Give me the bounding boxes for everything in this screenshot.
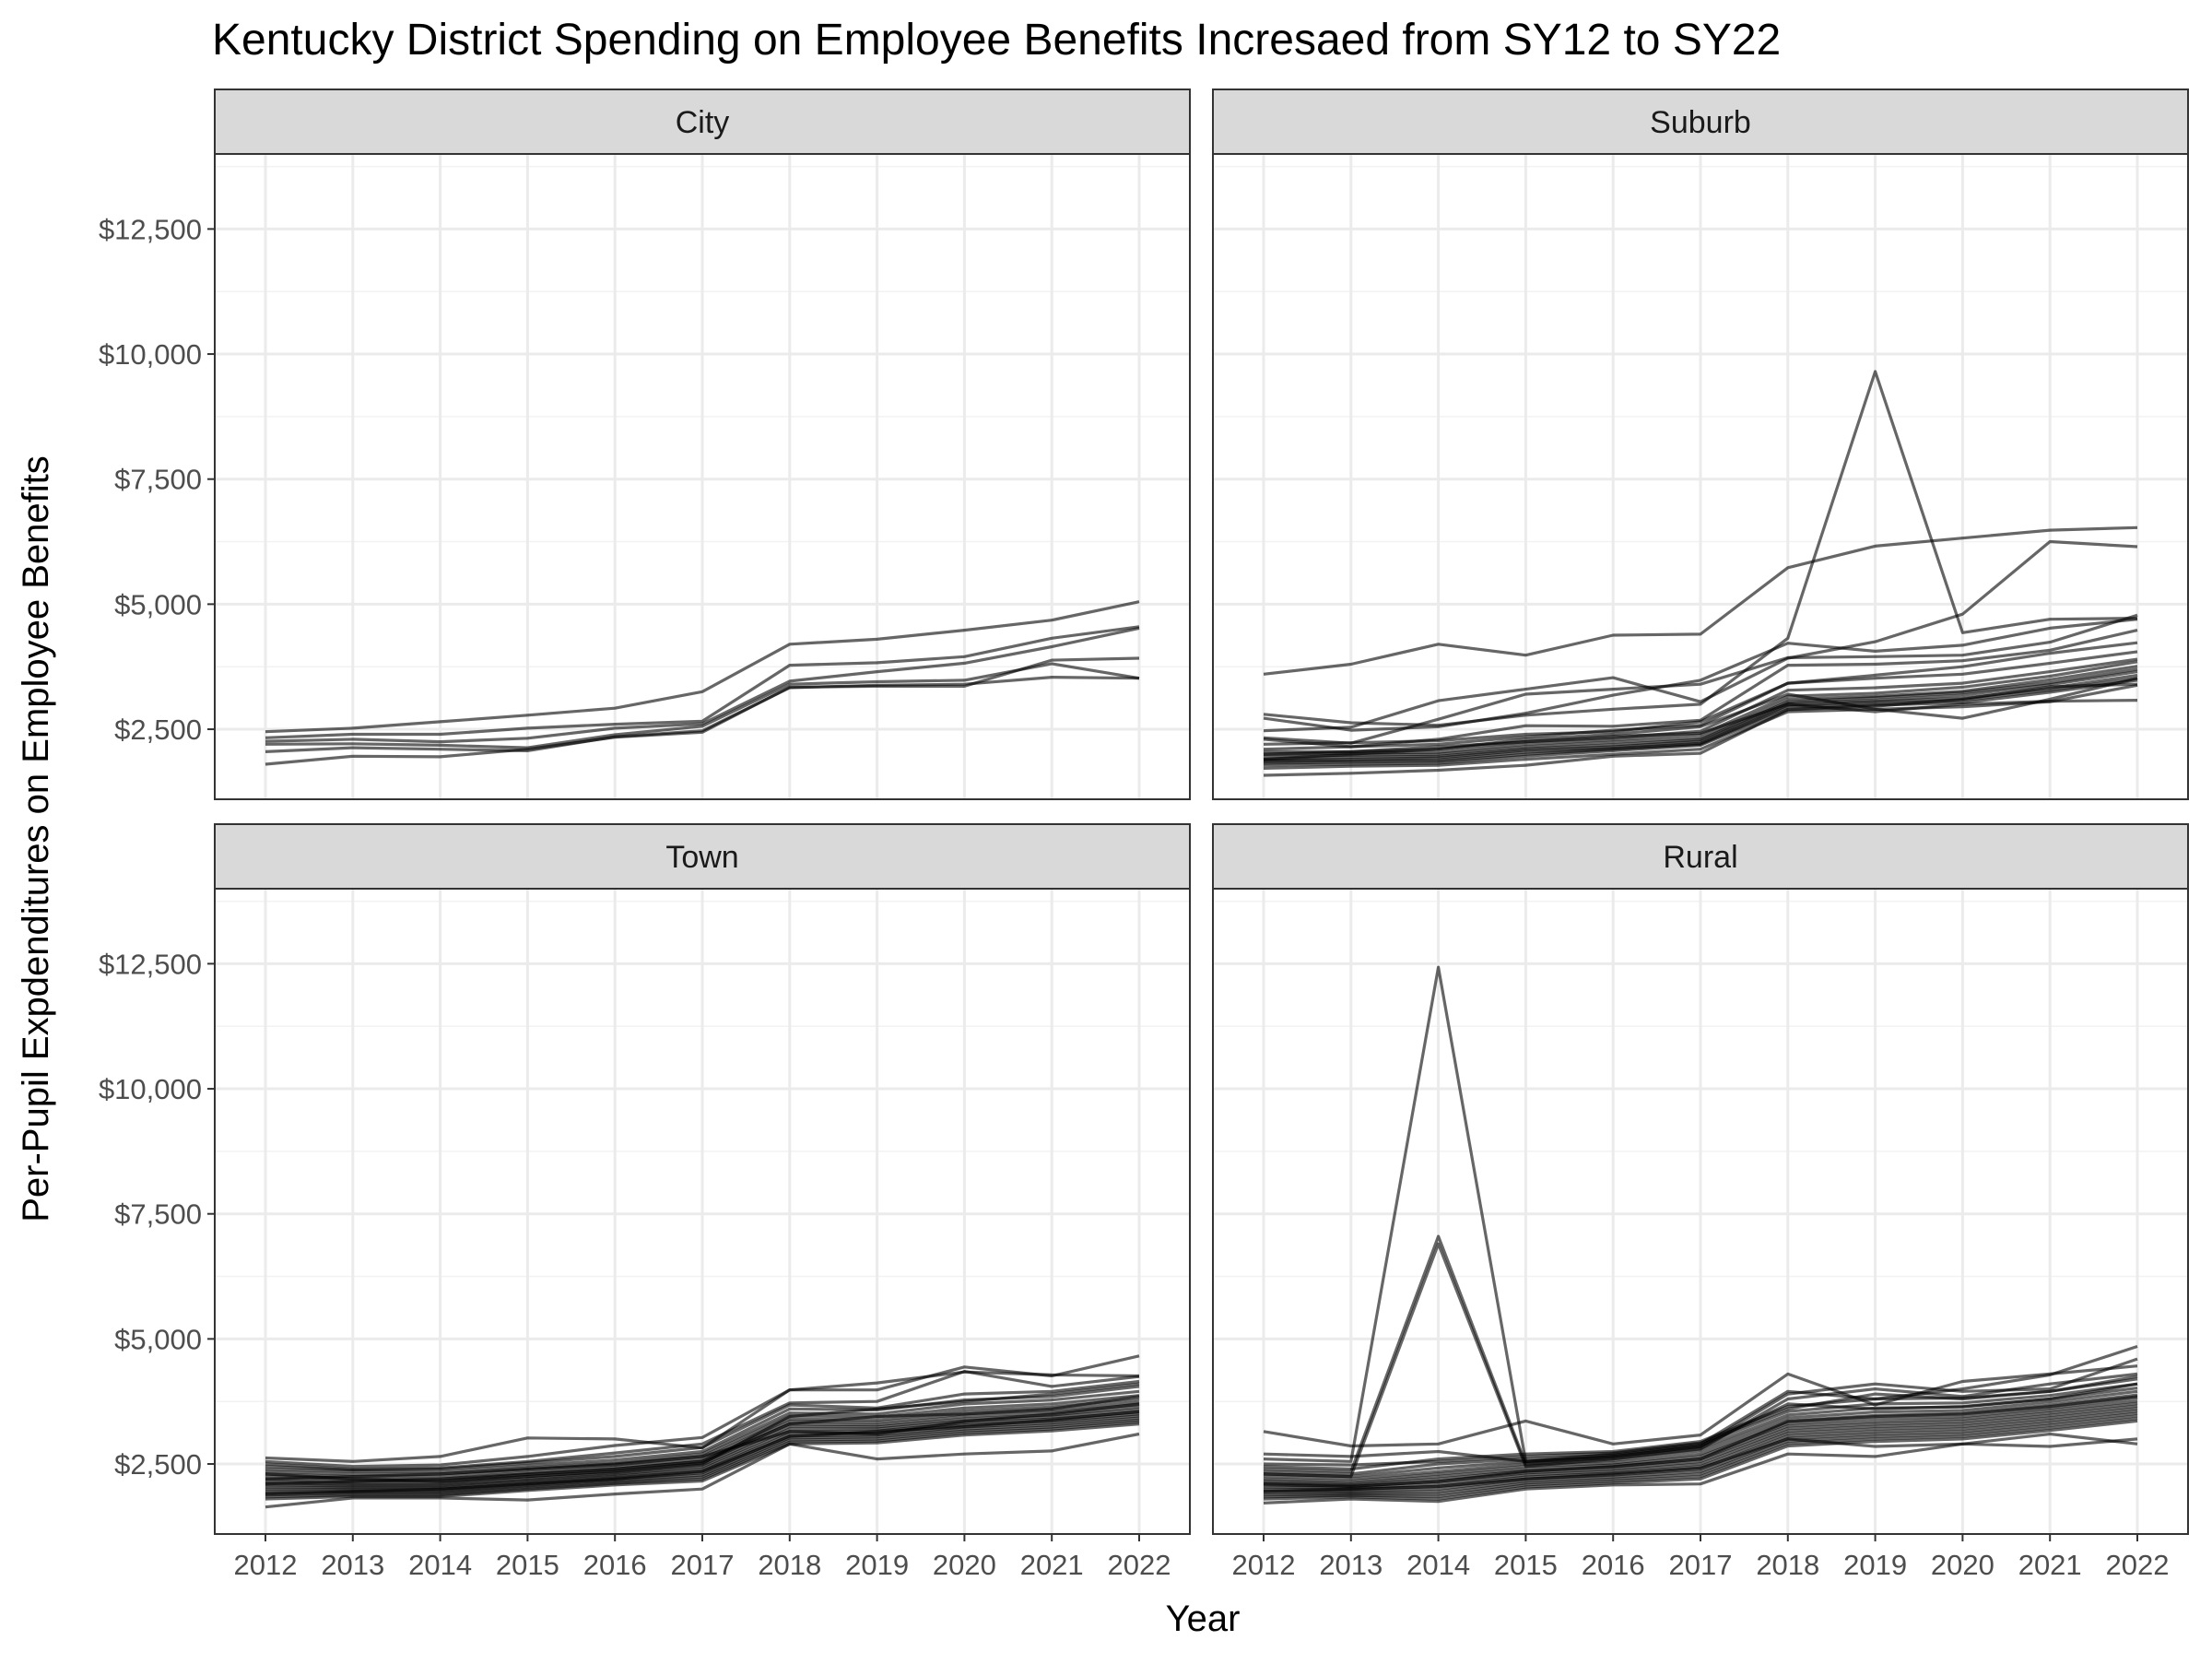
series-line [1263, 613, 2138, 745]
series-line [1263, 670, 2138, 762]
series-line [265, 1420, 1140, 1499]
y-tick-label: $5,000 [114, 1323, 202, 1355]
series-line [1263, 525, 2138, 676]
series-line [1263, 1389, 2138, 1481]
series-line [1263, 1437, 2138, 1493]
facet-label: City [676, 105, 730, 140]
facet-panel-suburb: Suburb [1212, 89, 2189, 800]
series-line [1263, 699, 2138, 756]
facet-label: Rural [1663, 840, 1737, 875]
series-line [265, 1418, 1140, 1497]
series-line [265, 662, 1140, 749]
facet-strip [214, 89, 1191, 155]
panel-border [214, 153, 1191, 800]
series-line [1263, 682, 2138, 777]
y-tick-label: $10,000 [99, 338, 202, 371]
series-line [265, 1382, 1140, 1483]
series-line [265, 1410, 1140, 1496]
y-axis-title: Per-Pupil Expdenditures on Employee Bene… [16, 455, 56, 1222]
series-line [1263, 1432, 2138, 1505]
x-tick-label: 2019 [1843, 1549, 1907, 1581]
series-line [265, 626, 1140, 744]
facet-label: Suburb [1650, 105, 1751, 140]
x-tick-label: 2013 [1319, 1549, 1382, 1581]
series-line [265, 1379, 1140, 1472]
series-line [1263, 665, 2138, 759]
x-tick-label: 2020 [933, 1549, 996, 1581]
series-line [1263, 1382, 2138, 1463]
y-tick-label: $2,500 [114, 714, 202, 746]
x-tick-label: 2021 [2018, 1549, 2082, 1581]
y-tick-label: $12,500 [99, 213, 202, 245]
x-tick-label: 2019 [845, 1549, 909, 1581]
y-tick-label: $7,500 [114, 464, 202, 496]
series-line [1263, 539, 2138, 733]
series-line [1263, 1375, 2138, 1467]
series-line [1263, 1411, 2138, 1495]
x-tick-label: 2012 [234, 1549, 298, 1581]
x-tick-label: 2017 [1669, 1549, 1733, 1581]
y-tick-label: $12,500 [99, 948, 202, 980]
series-line [265, 1410, 1140, 1490]
facet-panel-town: Town $2,500 $5,000 $7,500 $10,000 $12,500 2012… [99, 823, 1191, 1581]
facet-panel-city: City $2,500 $5,000 $7,500 $10,000 $12,500 [99, 89, 1191, 800]
x-tick-label: 2015 [496, 1549, 559, 1581]
series-line [265, 625, 1140, 739]
x-tick-label: 2021 [1020, 1549, 1084, 1581]
facet-strip [1212, 823, 2189, 890]
series-line [265, 1402, 1140, 1481]
x-tick-label: 2018 [758, 1549, 821, 1581]
x-tick-label: 2012 [1232, 1549, 1296, 1581]
x-tick-label: 2014 [1406, 1549, 1470, 1581]
x-tick-label: 2020 [1931, 1549, 1994, 1581]
x-tick-label: 2013 [321, 1549, 384, 1581]
x-tick-label: 2015 [1494, 1549, 1558, 1581]
series-line [265, 600, 1140, 734]
series-line [265, 1432, 1140, 1509]
series-line [1263, 1396, 2138, 1485]
series-line [1263, 641, 2138, 746]
facet-label: Town [665, 840, 738, 875]
panel-border [1212, 153, 2189, 800]
series-line [1263, 1364, 2138, 1448]
facet-strip [214, 823, 1191, 890]
x-tick-label: 2018 [1756, 1549, 1819, 1581]
series-line [265, 1416, 1140, 1495]
series-line [1263, 677, 2138, 761]
x-tick-label: 2022 [1108, 1549, 1171, 1581]
series-line [1263, 370, 2138, 727]
y-tick-label: $7,500 [114, 1198, 202, 1231]
x-tick-label: 2014 [408, 1549, 472, 1581]
series-line [1263, 679, 2138, 767]
x-tick-label: 2016 [1582, 1549, 1645, 1581]
series-line [265, 1354, 1140, 1469]
x-tick-label: 2022 [2106, 1549, 2170, 1581]
series-line [1263, 1414, 2138, 1497]
x-tick-label: 2016 [583, 1549, 647, 1581]
series-line [1263, 1404, 2138, 1490]
series-line [1263, 1419, 2138, 1501]
x-axis-title: Year [1166, 1599, 1241, 1639]
facet-panels: City $2,500 $5,000 $7,500 $10,000 $12,500 Subu… [99, 89, 2189, 1581]
series-line [1263, 683, 2138, 770]
y-tick-label: $2,500 [114, 1448, 202, 1481]
facet-panel-rural: Rural 2012 2013 2014 2015 2016 2017 2018 2019 202… [1212, 823, 2189, 1581]
y-tick-label: $5,000 [114, 588, 202, 620]
series-line [265, 656, 1140, 766]
y-tick-label: $10,000 [99, 1073, 202, 1105]
series-line [1263, 1395, 2138, 1489]
series-line [1263, 1417, 2138, 1499]
chart-title: Kentucky District Spending on Employee B… [212, 16, 1781, 65]
x-tick-label: 2017 [671, 1549, 735, 1581]
